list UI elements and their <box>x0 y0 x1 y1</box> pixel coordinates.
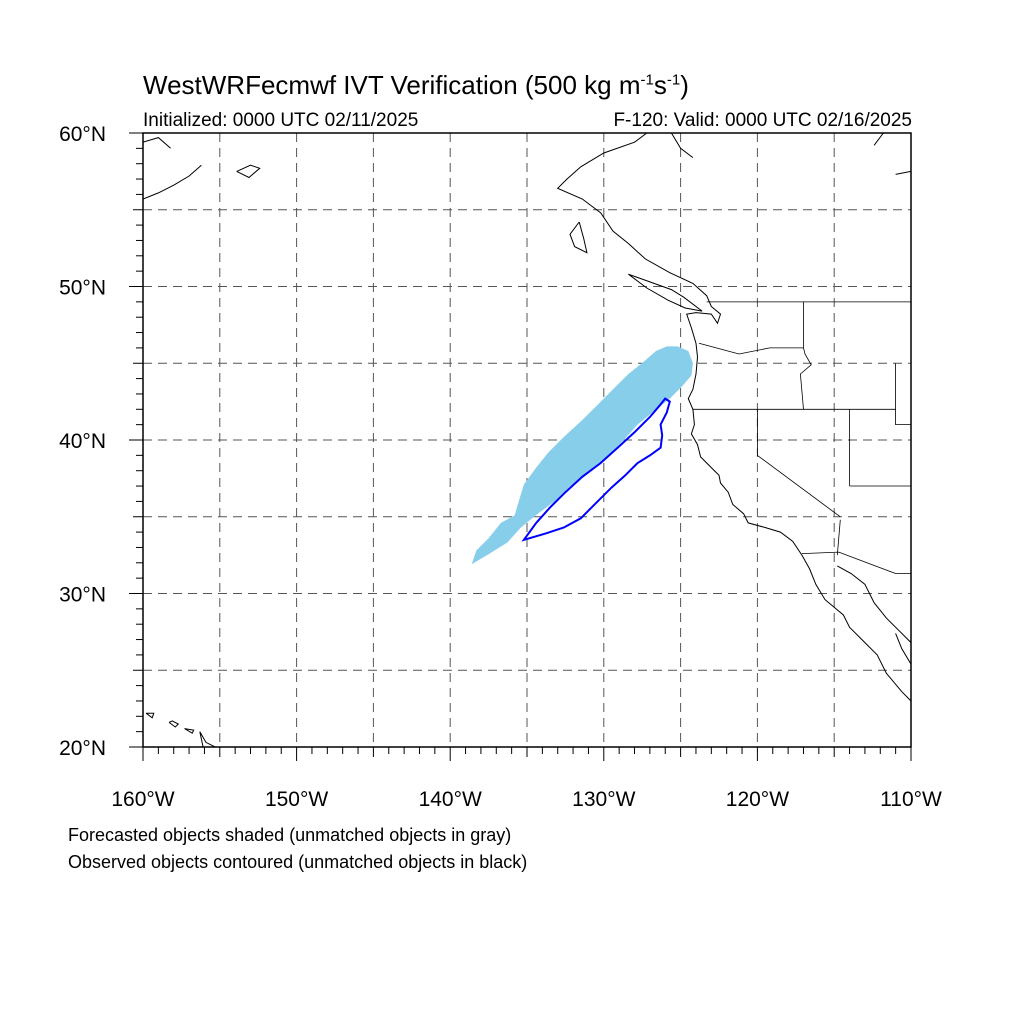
boundary-segment <box>799 301 812 410</box>
lat-label: 40°N <box>59 430 106 453</box>
lon-label: 150°W <box>265 788 328 811</box>
coastline-segment <box>569 221 588 254</box>
valid-time: F-120: Valid: 0000 UTC 02/16/2025 <box>613 110 912 131</box>
coastline-segment <box>168 720 180 728</box>
coastline-segment <box>837 565 911 643</box>
coastline-segment <box>184 728 195 734</box>
axis-labels: 60°N 50°N 40°N 30°N 20°N 160°W 150°W 140°W 130°W… <box>59 123 942 811</box>
observed-objects <box>521 397 671 542</box>
lat-label: 50°N <box>59 277 106 300</box>
coastline-segment <box>143 164 202 200</box>
lat-label: 30°N <box>59 584 106 607</box>
footer-forecast-note: Forecasted objects shaded (unmatched obj… <box>68 825 512 845</box>
coastline-segment <box>143 137 171 149</box>
footer-observed-note: Observed objects contoured (unmatched ob… <box>68 852 528 872</box>
axis-ticks <box>129 132 912 761</box>
lat-label: 60°N <box>59 123 106 146</box>
lon-label: 110°W <box>880 788 942 811</box>
coastline-segment <box>236 164 261 179</box>
boundary-segment <box>836 519 841 556</box>
coastline-segment <box>895 170 911 175</box>
coastline-segment <box>873 133 884 146</box>
lon-label: 120°W <box>726 788 789 811</box>
coastline-segment <box>556 133 911 702</box>
lon-label: 160°W <box>111 788 174 811</box>
observed-object-contour <box>521 397 671 542</box>
forecast-objects <box>471 346 693 565</box>
figure-title: WestWRFecmwf IVT Verification (500 kg m-… <box>143 70 689 100</box>
coastline-segment <box>145 712 155 719</box>
forecast-object-shaded <box>471 346 693 565</box>
boundary-segment <box>895 363 911 426</box>
coastline-segment <box>628 273 703 312</box>
initialized-time: Initialized: 0000 UTC 02/11/2025 <box>143 110 419 131</box>
coastline-segment <box>895 633 911 665</box>
coastlines <box>143 133 911 747</box>
lat-label: 20°N <box>59 737 106 760</box>
graticule <box>143 133 911 747</box>
lon-label: 130°W <box>572 788 635 811</box>
lon-label: 140°W <box>419 788 482 811</box>
coastline-segment <box>199 731 217 747</box>
coastline-segment <box>670 133 694 158</box>
boundary-segment <box>757 409 841 518</box>
boundary-segment <box>698 342 804 355</box>
boundary-segment <box>801 551 911 574</box>
